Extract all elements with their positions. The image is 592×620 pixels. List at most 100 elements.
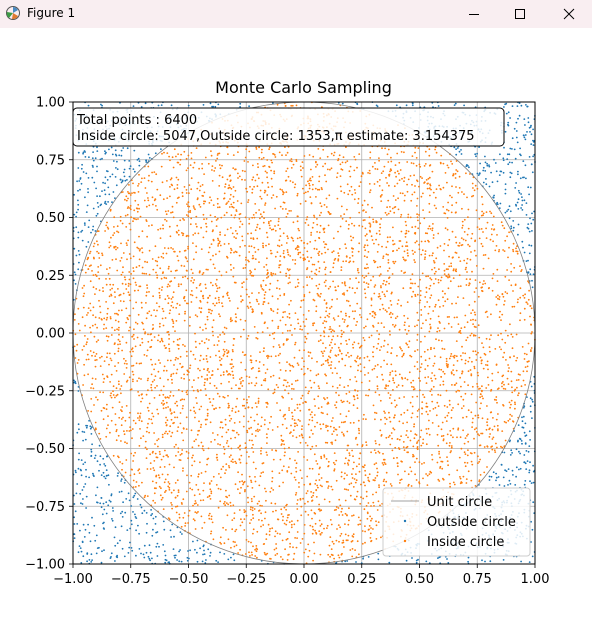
inside-point [108,364,110,366]
inside-point [288,277,290,279]
inside-point [370,527,372,529]
inside-point [447,464,449,466]
inside-point [413,174,415,176]
inside-point [277,224,279,226]
inside-point [478,337,480,339]
inside-point [442,348,444,350]
inside-point [193,279,195,281]
inside-point [129,351,131,353]
inside-point [230,460,232,462]
inside-point [248,307,250,309]
inside-point [328,461,330,463]
inside-point [300,514,302,516]
inside-point [496,269,498,271]
inside-point [203,218,205,220]
inside-point [159,341,161,343]
inside-point [97,271,99,273]
inside-point [337,387,339,389]
inside-point [213,264,215,266]
inside-point [377,451,379,453]
inside-point [434,355,436,357]
inside-point [124,276,126,278]
inside-point [297,238,299,240]
close-button[interactable] [546,0,592,28]
inside-point [273,346,275,348]
inside-point [241,521,243,523]
inside-point [309,188,311,190]
inside-point [380,298,382,300]
inside-point [481,290,483,292]
inside-point [458,323,460,325]
outside-point [122,501,124,503]
inside-point [286,520,288,522]
inside-point [331,339,333,341]
inside-point [286,427,288,429]
inside-point [481,342,483,344]
outside-point [85,173,87,175]
inside-point [160,390,162,392]
inside-point [489,351,491,353]
inside-point [377,322,379,324]
inside-point [435,207,437,209]
inside-point [450,353,452,355]
inside-point [434,205,436,207]
inside-point [91,270,93,272]
inside-point [270,160,272,162]
inside-point [309,380,311,382]
outside-point [514,484,516,486]
inside-point [147,389,149,391]
outside-point [78,453,80,455]
maximize-button[interactable] [497,0,543,28]
inside-point [447,268,449,270]
inside-point [266,232,268,234]
inside-point [366,505,368,507]
inside-point [374,168,376,170]
inside-point [368,529,370,531]
inside-point [298,282,300,284]
inside-point [359,358,361,360]
inside-point [112,259,114,261]
outside-point [173,536,175,538]
inside-point [358,185,360,187]
inside-point [480,393,482,395]
inside-point [369,360,371,362]
inside-point [146,261,148,263]
outside-point [77,268,79,270]
inside-point [465,360,467,362]
inside-point [509,418,511,420]
outside-point [491,476,493,478]
outside-point [131,523,133,525]
inside-point [351,515,353,517]
inside-point [318,385,320,387]
minimize-button[interactable] [451,0,497,28]
inside-point [213,319,215,321]
inside-point [195,412,197,414]
inside-point [319,424,321,426]
inside-point [429,177,431,179]
inside-point [111,334,113,336]
inside-point [358,517,360,519]
inside-point [170,305,172,307]
inside-point [476,209,478,211]
inside-point [339,325,341,327]
inside-point [482,204,484,206]
inside-point [307,556,309,558]
inside-point [352,455,354,457]
inside-point [333,262,335,264]
inside-point [147,200,149,202]
outside-point [483,167,485,169]
inside-point [140,362,142,364]
inside-point [105,301,107,303]
inside-point [291,388,293,390]
inside-point [489,338,491,340]
inside-point [377,267,379,269]
inside-point [440,369,442,371]
inside-point [108,273,110,275]
inside-point [392,379,394,381]
inside-point [203,214,205,216]
inside-point [173,395,175,397]
inside-point [261,149,263,151]
inside-point [478,417,480,419]
inside-point [205,284,207,286]
outside-point [103,509,105,511]
